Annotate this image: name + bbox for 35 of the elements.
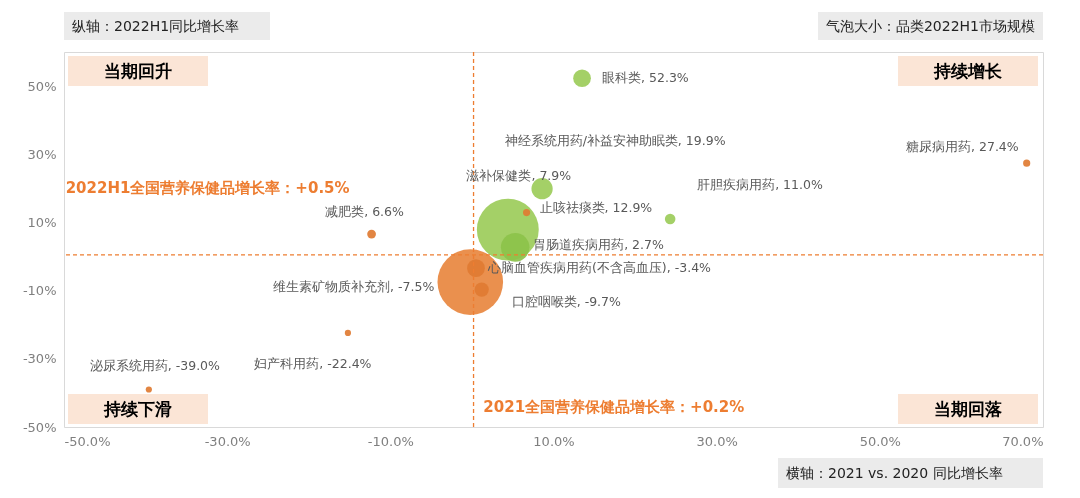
data-label: 止咳祛痰类, 12.9% — [539, 199, 653, 215]
data-label: 神经系统用药/补益安神助眠类, 19.9% — [504, 132, 726, 148]
data-label: 减肥类, 6.6% — [325, 204, 405, 220]
data-label: 胃肠道疾病用药, 2.7% — [533, 237, 664, 253]
data-label: 口腔咽喉类, -9.7% — [511, 293, 622, 309]
x-tick-label: 30.0% — [696, 433, 738, 449]
quadrant-tag: 持续增长 — [898, 56, 1038, 86]
x-tick-label: 50.0% — [859, 433, 901, 449]
x-axis-title: 横轴：2021 vs. 2020 同比增长率 — [778, 458, 1043, 488]
x-tick-label: -10.0% — [367, 433, 414, 449]
data-label: 眼科类, 52.3% — [602, 70, 689, 86]
data-label: 糖尿病用药, 27.4% — [906, 139, 1019, 155]
ref-line-label: 2021全国营养保健品增长率：+0.2% — [483, 397, 745, 416]
y-tick-label: -30% — [22, 351, 57, 367]
y-tick-label: -10% — [22, 283, 57, 299]
data-label: 维生素矿物质补充剂, -7.5% — [273, 279, 435, 295]
text: 气泡大小：品类2022H1市场规模 — [817, 12, 1043, 40]
data-label: 心脑血管疾病用药(不含高血压), -3.4% — [487, 260, 712, 276]
data-label: 妇产科用药, -22.4% — [254, 355, 372, 371]
x-tick-label: 10.0% — [533, 433, 575, 449]
y-axis-title: 纵轴：2022H1同比增长率 — [64, 12, 270, 40]
y-tick-label: -50% — [22, 419, 57, 435]
y-tick-label: 50% — [27, 78, 57, 94]
x-tick-label: 70.0% — [1002, 433, 1044, 449]
quadrant-tag: 当期回落 — [898, 394, 1038, 424]
x-tick-label: -50.0% — [64, 433, 111, 449]
data-label: 泌尿系统用药, -39.0% — [89, 357, 221, 373]
data-label: 滋补保健类, 7.9% — [466, 167, 572, 183]
data-label: 肝胆疾病用药, 11.0% — [697, 177, 823, 193]
ref-line-label: 2022H1全国营养保健品增长率：+0.5% — [65, 179, 350, 198]
quadrant-tag: 持续下滑 — [68, 394, 208, 424]
y-tick-label: 10% — [27, 214, 57, 230]
y-tick-label: 30% — [27, 146, 57, 162]
x-tick-label: -30.0% — [204, 433, 251, 449]
quadrant-tag: 当期回升 — [68, 56, 208, 86]
